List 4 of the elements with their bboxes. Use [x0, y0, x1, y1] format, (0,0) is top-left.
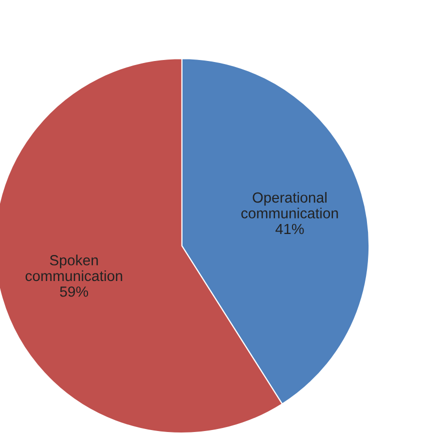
slice-label: Spoken communication [26, 254, 122, 282]
slice-label: Operational communication [241, 192, 338, 218]
data-label: 59% [60, 286, 88, 297]
data-label: 41% [276, 224, 304, 234]
